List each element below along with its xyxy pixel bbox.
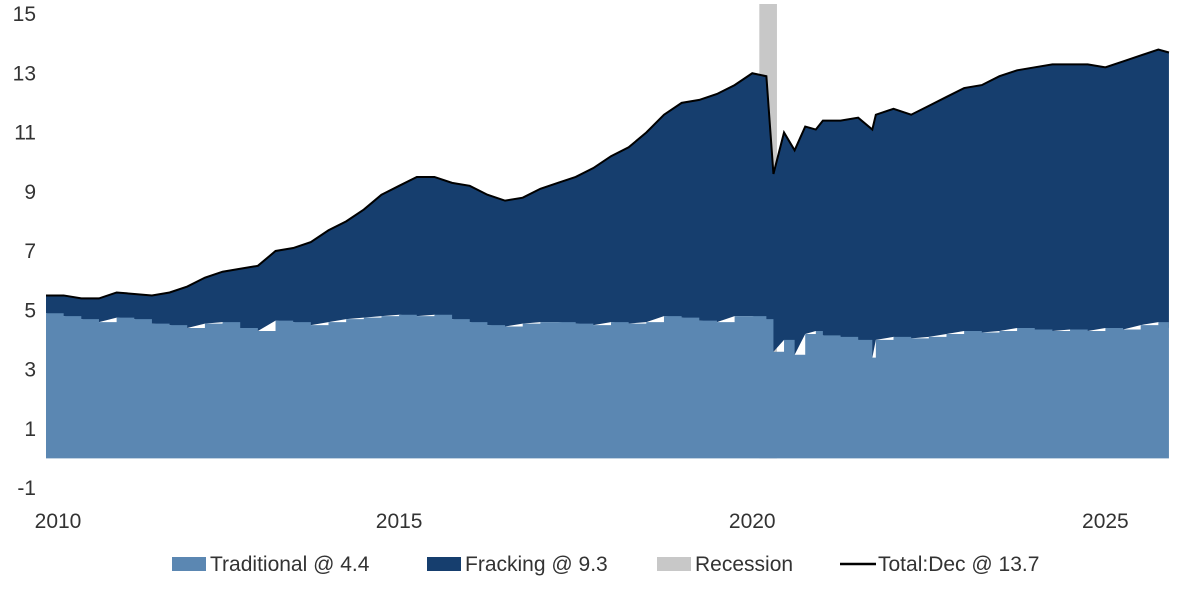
total-line <box>46 48 1170 300</box>
y-tick-label: 5 <box>24 299 36 322</box>
y-tick-label: 1 <box>24 418 36 441</box>
y-tick-label: 7 <box>24 240 36 263</box>
x-axis: 2010 2015 2020 2025 <box>35 510 1129 533</box>
traditional-area <box>46 313 1169 459</box>
legend-label-traditional: Traditional @ 4.4 <box>210 553 370 576</box>
x-tick-label: 2025 <box>1082 510 1129 533</box>
legend-label-total: Total:Dec @ 13.7 <box>878 553 1039 576</box>
legend-label-fracking: Fracking @ 9.3 <box>465 553 608 576</box>
legend: Traditional @ 4.4 Fracking @ 9.3 Recessi… <box>172 553 1039 576</box>
y-tick-label: 9 <box>24 181 36 204</box>
y-tick-label: 11 <box>14 122 36 145</box>
fracking-area <box>46 49 1169 358</box>
legend-swatch-traditional <box>172 557 206 571</box>
y-tick-label: -1 <box>17 477 36 500</box>
legend-swatch-recession <box>657 557 691 571</box>
x-tick-label: 2010 <box>35 510 82 533</box>
x-tick-label: 2020 <box>729 510 776 533</box>
legend-swatch-fracking <box>427 557 461 571</box>
y-tick-label: 13 <box>13 62 36 85</box>
area-layer <box>46 49 1169 459</box>
x-tick-label: 2015 <box>376 510 423 533</box>
y-tick-label: 3 <box>24 359 36 382</box>
y-tick-label: 15 <box>13 3 36 26</box>
total-line-layer <box>46 48 1170 300</box>
legend-label-recession: Recession <box>695 553 793 576</box>
